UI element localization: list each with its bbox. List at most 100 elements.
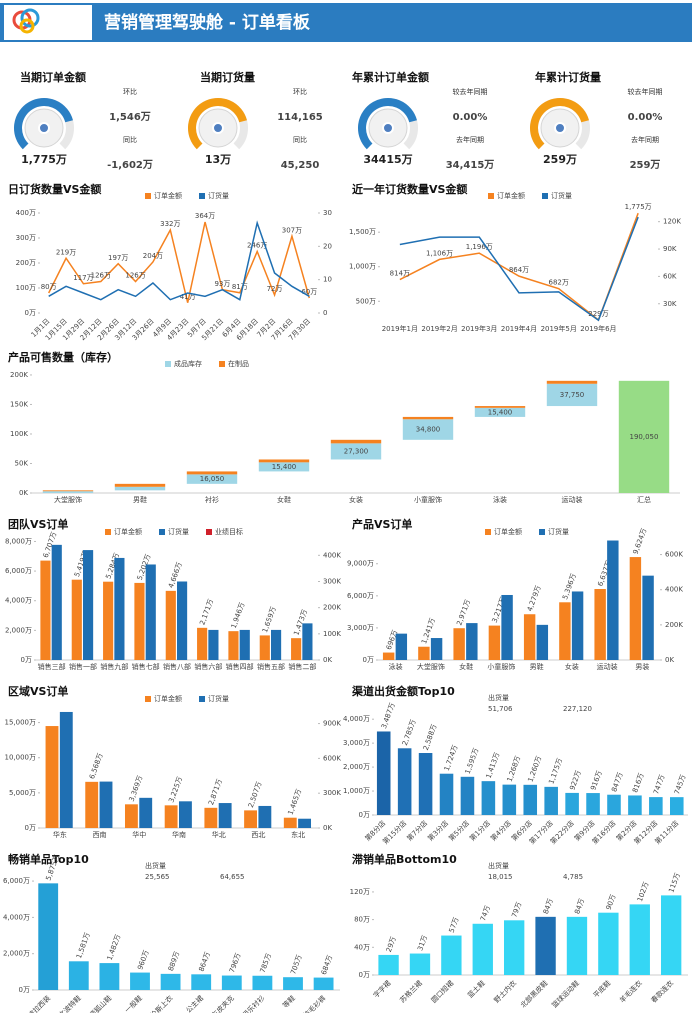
- x-tick-label: 西北: [251, 831, 265, 839]
- data-label: 364万: [195, 212, 215, 220]
- x-tick-label: 圆口短裙: [429, 978, 455, 1004]
- x-tick-label: 字字裙: [371, 978, 392, 999]
- y-tick-label: 0万: [19, 986, 30, 994]
- compare-value: 259万: [630, 159, 661, 171]
- bar: [409, 953, 431, 975]
- color-scale-max: 64,655: [220, 873, 245, 881]
- legend-label: 订货量: [548, 527, 569, 536]
- y-tick-label: 0万: [359, 811, 370, 819]
- bar: [99, 963, 120, 990]
- data-label: 72万: [267, 285, 283, 293]
- x-tick-label: 销售四部: [226, 662, 254, 671]
- y-tick-label: 80万: [354, 916, 370, 924]
- data-label: 219万: [56, 248, 76, 256]
- bar: [642, 575, 654, 660]
- y-tick-label: 400万: [16, 209, 36, 217]
- waterfall-segment: [186, 474, 238, 484]
- y-tick-label: 4,000万: [3, 913, 30, 921]
- data-label: 37,750: [560, 391, 585, 399]
- color-scale-min: 51,706: [488, 705, 513, 713]
- x-tick-label: 西南: [93, 830, 107, 839]
- x-tick-label: 公主裙: [184, 993, 205, 1013]
- total-label: 190,050: [630, 433, 659, 441]
- bar: [218, 803, 232, 828]
- gauge-hub: [554, 122, 566, 134]
- legend-label: 订货量: [208, 694, 229, 703]
- x-tick-label: 野土内衣: [492, 978, 518, 1004]
- y2-tick-label: 600K: [323, 754, 341, 762]
- bar: [559, 602, 571, 660]
- y-tick-label: 0K: [19, 489, 28, 497]
- chart-title: 区域VS订单: [8, 684, 68, 698]
- data-label: 60万: [301, 288, 317, 296]
- data-label: 814万: [390, 270, 410, 278]
- series-line: [48, 220, 310, 301]
- bar: [208, 629, 219, 660]
- data-label: 864万: [197, 951, 211, 973]
- bar: [165, 590, 176, 660]
- y-tick-label: 6,000万: [5, 567, 32, 575]
- bar: [51, 544, 62, 660]
- data-label: 1,268万: [506, 755, 523, 783]
- data-label: 745万: [673, 774, 687, 796]
- bar: [228, 631, 239, 660]
- legend-swatch: [485, 529, 491, 535]
- x-tick-label: 销售六部: [194, 662, 222, 671]
- legend-label: 订货量: [208, 191, 229, 200]
- data-label: 1,595万: [464, 747, 481, 775]
- data-label: 332万: [160, 220, 180, 228]
- chart-title: 产品可售数量（库存）: [8, 350, 118, 364]
- chart-title: 渠道出货金额Top10: [352, 684, 455, 698]
- x-tick-label: 特伦斯上衣: [143, 993, 174, 1013]
- header-bar: [0, 3, 692, 42]
- bar: [660, 895, 682, 975]
- y-tick-label: 50K: [15, 459, 29, 467]
- y-tick-label: 6,000万: [347, 592, 374, 600]
- waterfall-segment: [258, 462, 310, 472]
- compare-value: 45,250: [281, 160, 320, 171]
- compare-label: 同比: [123, 135, 137, 144]
- x-tick-label: 华南: [172, 830, 186, 839]
- gauge-arc: [530, 98, 589, 150]
- compare-label: 较去年同期: [453, 87, 488, 96]
- compare-value: 1,546万: [109, 111, 151, 123]
- data-label: 922万: [568, 769, 582, 791]
- data-label: 16,050: [200, 475, 225, 483]
- x-tick-label: 2019年4月: [501, 324, 537, 333]
- data-label: 1,413万: [485, 751, 502, 779]
- waterfall-segment: [474, 406, 526, 408]
- data-label: 74万: [479, 904, 492, 922]
- x-tick-label: 销售三部: [38, 662, 66, 671]
- bar: [177, 581, 188, 660]
- y-tick-label: 2,000万: [343, 763, 370, 771]
- y2-tick-label: 60K: [663, 272, 677, 280]
- y-tick-label: 15,000万: [5, 719, 37, 727]
- x-tick-label: 波拉西装: [26, 993, 52, 1013]
- bar: [598, 912, 619, 975]
- data-label: 31万: [416, 934, 429, 952]
- waterfall-segment: [258, 459, 310, 463]
- bar: [669, 797, 684, 815]
- legend-swatch: [105, 529, 111, 535]
- bar: [313, 977, 334, 990]
- x-tick-label: 女鞋: [459, 662, 473, 671]
- bar: [397, 748, 412, 815]
- data-label: 889万: [167, 950, 181, 972]
- data-label: 747万: [652, 774, 666, 796]
- data-label: 102万: [636, 881, 650, 903]
- data-label: 115万: [667, 872, 681, 894]
- x-tick-label: 布丽乐衬衫: [235, 993, 266, 1013]
- y2-tick-label: 0K: [323, 824, 332, 832]
- data-label: 1,106万: [426, 249, 453, 257]
- y2-tick-label: 200K: [323, 604, 341, 612]
- data-label: 117万: [73, 274, 93, 282]
- waterfall-segment: [114, 486, 166, 491]
- bar: [453, 628, 465, 660]
- header-title: 营销管理驾驶舱 - 订单看板: [104, 12, 311, 33]
- waterfall-segment: [402, 419, 454, 440]
- data-label: 4,279万: [526, 584, 543, 612]
- kpi-value: 34415万: [363, 153, 412, 166]
- bar: [376, 731, 391, 815]
- bar: [302, 623, 313, 660]
- legend-swatch: [165, 361, 171, 367]
